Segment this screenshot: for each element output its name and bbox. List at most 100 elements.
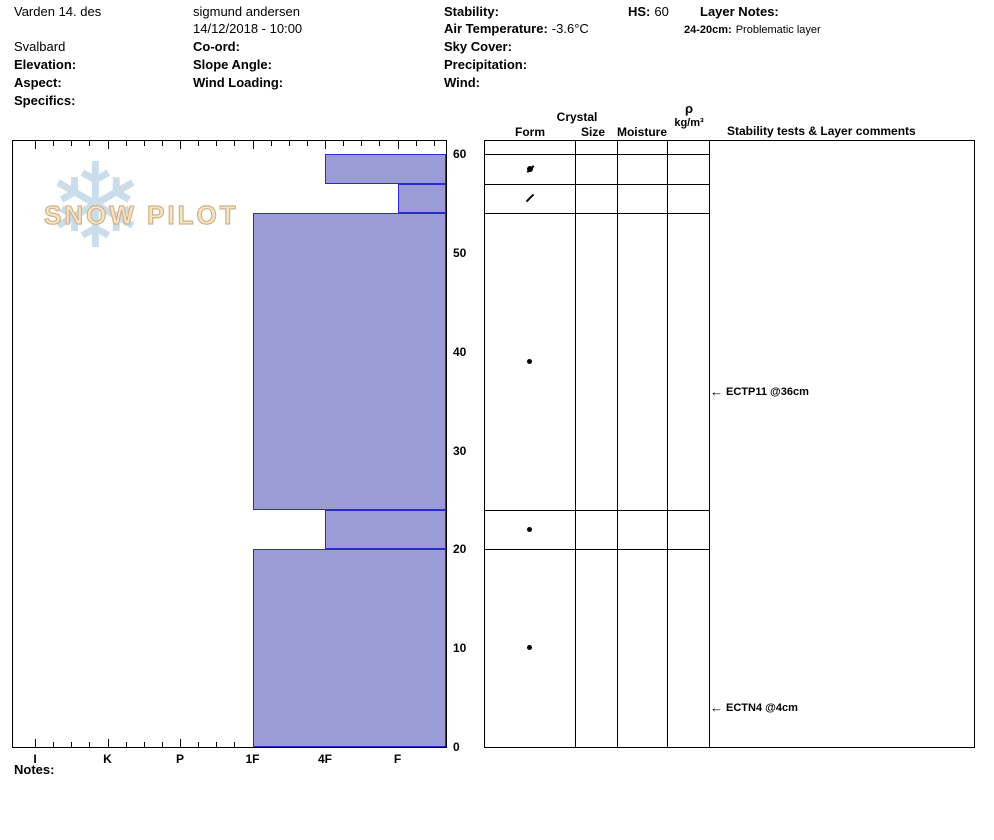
hardness-tick <box>325 141 326 149</box>
column-divider <box>617 141 618 747</box>
observer-name: sigmund andersen <box>193 4 300 19</box>
grain-form-symbol <box>523 355 537 369</box>
hardness-tick <box>234 141 236 146</box>
depth-axis-label: 10 <box>453 641 467 656</box>
snow-layer-bar <box>252 549 446 747</box>
layer-note-text: Problematic layer <box>735 24 821 36</box>
hardness-tick <box>161 141 163 146</box>
layer-boundary-line <box>485 549 709 551</box>
hardness-tick <box>180 739 181 747</box>
hs-row: HS: 60 <box>628 4 669 19</box>
comments-panel: ← ECTP11 @36cm ← ECTN4 @4cm <box>710 140 975 748</box>
notes-label: Notes: <box>14 762 55 777</box>
hardness-profile-plot <box>12 140 447 748</box>
hardness-tick <box>71 742 73 747</box>
hardness-tick <box>125 141 127 146</box>
hardness-tick <box>143 742 145 747</box>
observation-datetime: 14/12/2018 - 10:00 <box>193 21 303 36</box>
grain-form-symbol <box>523 162 537 176</box>
hardness-axis-label: F <box>393 752 402 766</box>
hardness-tick <box>361 141 363 146</box>
hardness-tick <box>433 141 435 146</box>
hardness-tick <box>71 141 73 146</box>
layer-note-range: 24-20cm: <box>684 24 732 36</box>
specifics-label: Specifics: <box>14 93 76 108</box>
hardness-tick <box>35 739 36 747</box>
snowflake-icon: ❄ <box>46 141 145 273</box>
hardness-tick <box>415 141 417 146</box>
hardness-tick <box>161 742 163 747</box>
hardness-tick <box>234 742 236 747</box>
pit-location: Svalbard <box>14 39 66 54</box>
layer-notes-label: Layer Notes: <box>700 4 779 19</box>
hardness-tick <box>397 141 399 149</box>
precipitation-label: Precipitation: <box>444 57 528 72</box>
hardness-axis-label: 1F <box>245 752 260 766</box>
column-header-size: Size <box>580 125 605 139</box>
hardness-tick <box>53 141 55 146</box>
elevation-label: Elevation: <box>14 57 77 72</box>
hs-label: HS: <box>628 4 651 19</box>
depth-axis-label: 30 <box>453 443 467 458</box>
hs-value: 60 <box>654 4 669 19</box>
hardness-tick <box>198 742 200 747</box>
stability-test-label: ECTN4 @4cm <box>726 701 798 714</box>
slope-angle-label: Slope Angle: <box>193 57 272 72</box>
air-temperature-row: Air Temperature: -3.6°C <box>444 21 589 36</box>
column-header-density-symbol: ρ <box>684 101 694 116</box>
stability-test-label: ECTP11 @36cm <box>726 385 809 398</box>
column-header-moisture: Moisture <box>616 125 667 139</box>
pit-name: Varden 14. des <box>14 4 102 19</box>
snow-layer-bar <box>325 154 446 184</box>
snow-layer-bar <box>397 183 446 214</box>
layer-note-row: 24-20cm: Problematic layer <box>684 24 821 36</box>
stability-label: Stability: <box>444 4 499 19</box>
stability-test-annotation: ← ECTP11 @36cm <box>710 384 809 399</box>
depth-axis-label: 40 <box>453 344 467 359</box>
hardness-tick <box>89 742 91 747</box>
grain-form-symbol <box>523 523 537 537</box>
hardness-tick <box>343 141 345 146</box>
hardness-tick <box>53 742 55 747</box>
column-header-density-units: kg/m³ <box>674 117 704 129</box>
left-arrow-icon: ← <box>710 700 723 716</box>
grain-form-symbol <box>523 191 537 205</box>
depth-axis-label: 0 <box>453 740 460 754</box>
depth-axis-label: 60 <box>453 147 467 161</box>
grain-form-symbol <box>523 641 537 655</box>
hardness-tick <box>180 141 181 149</box>
hardness-tick <box>143 141 145 146</box>
wind-label: Wind: <box>444 75 480 90</box>
hardness-tick <box>198 141 200 146</box>
snowpilot-wordmark: SNOW PILOT <box>43 199 239 230</box>
snow-layer-bar <box>325 509 446 550</box>
hardness-tick <box>379 141 381 146</box>
hardness-axis-label: 4F <box>317 752 332 766</box>
hardness-tick <box>107 739 109 747</box>
hardness-axis-label: K <box>103 752 112 766</box>
layer-boundary-line <box>485 509 709 511</box>
stability-test-annotation: ← ECTN4 @4cm <box>710 700 798 715</box>
layer-boundary-line <box>485 154 709 155</box>
hardness-tick <box>125 742 127 747</box>
hardness-axis-label: I <box>33 752 37 766</box>
column-header-crystal: Crystal <box>556 110 598 124</box>
hardness-tick <box>35 141 36 149</box>
left-arrow-icon: ← <box>710 384 723 400</box>
hardness-tick <box>252 141 254 149</box>
hardness-axis-label: P <box>175 752 184 766</box>
aspect-label: Aspect: <box>14 75 62 90</box>
layer-boundary-line <box>485 213 709 215</box>
depth-axis-label: 20 <box>453 542 467 557</box>
hardness-tick <box>216 742 218 747</box>
hardness-tick <box>288 141 290 146</box>
snow-layer-bar <box>252 213 446 510</box>
hardness-tick <box>306 141 308 146</box>
wind-loading-label: Wind Loading: <box>193 75 284 90</box>
crystal-table <box>484 140 710 748</box>
air-temperature-value: -3.6°C <box>551 21 589 36</box>
depth-axis-label: 50 <box>453 245 467 260</box>
column-divider <box>667 141 668 747</box>
layer-boundary-line <box>485 183 709 185</box>
